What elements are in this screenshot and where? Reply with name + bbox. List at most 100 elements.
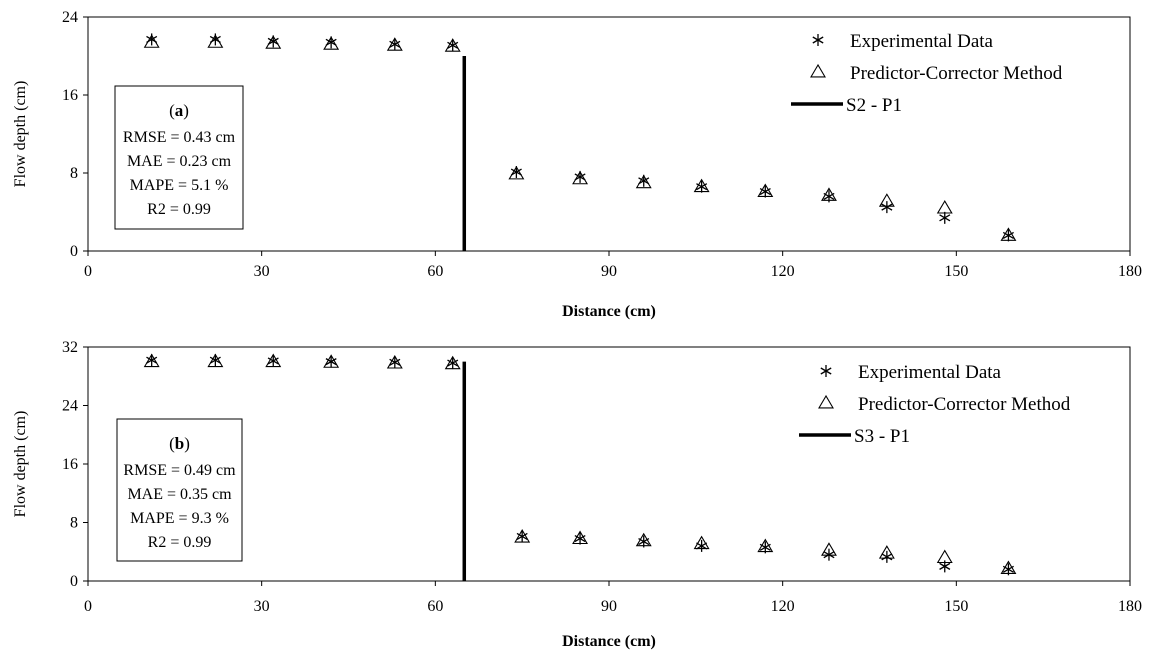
- chart-a-experimental-point: [447, 39, 459, 52]
- chart-b-stat-line: MAPE = 9.3 %: [130, 510, 229, 527]
- chart-a-y-tick-label: 8: [70, 165, 78, 182]
- chart-a-predicted-point: [386, 37, 403, 51]
- chart-a-x-tick-label: 90: [601, 263, 617, 280]
- chart-b-predicted-point: [386, 355, 403, 369]
- chart-b-predicted-point: [821, 542, 837, 556]
- chart-a-predicted-point: [444, 38, 461, 52]
- chart-b-y-tick-label: 8: [70, 515, 78, 532]
- chart-a-legend-experimental-marker: [812, 34, 824, 46]
- chart-a-stats-box: [114, 85, 244, 230]
- chart-a-predicted-point: [1000, 227, 1017, 241]
- chart-a-predicted-point: [207, 34, 224, 48]
- chart-b-experimental-point: [389, 356, 401, 369]
- chart-a-x-tick-label: 150: [944, 263, 968, 280]
- chart-b-y-tick-label: 0: [70, 573, 78, 590]
- chart-a-predicted-point: [265, 35, 282, 49]
- chart-a-predicted-point: [572, 170, 589, 185]
- chart-a-legend-predicted-marker: [810, 63, 826, 78]
- chart-b-x-tick-label: 0: [84, 598, 92, 615]
- chart-a-experimental-point: [881, 201, 893, 214]
- chart-a-x-axis-title: Distance (cm): [562, 303, 656, 320]
- chart-b-x-tick-label: 60: [427, 598, 443, 615]
- chart-panel-b: 0 30 60 90 120 150 180 0 8 16 24 32 Distance (cm) Flo…: [12, 339, 1142, 650]
- chart-a-x-tick-label: 60: [427, 263, 443, 280]
- chart-b-legend-label-predicted: Predictor-Corrector Method: [858, 394, 1071, 415]
- chart-a-stat-line: MAPE = 5.1 %: [130, 177, 229, 194]
- chart-b-experimental-point: [146, 354, 158, 367]
- chart-b-predicted-point: [444, 355, 461, 370]
- chart-a-experimental-point: [389, 38, 401, 51]
- chart-b-predicted-point: [878, 545, 895, 559]
- chart-a-plot-frame: [87, 16, 1131, 252]
- chart-b-x-tick-label: 90: [601, 598, 617, 615]
- chart-a-panel-label: (a): [169, 101, 189, 120]
- chart-a-predicted-point: [143, 34, 160, 48]
- chart-a-legend-label-predicted: Predictor-Corrector Method: [850, 63, 1063, 84]
- chart-b-stats-box: [116, 418, 243, 562]
- chart-b-predicted-point: [265, 353, 282, 368]
- chart-a-predicted-point: [508, 165, 525, 180]
- chart-a-predicted-point: [323, 36, 340, 50]
- chart-a-predicted-point: [635, 174, 652, 189]
- chart-b-y-axis-title: Flow depth (cm): [12, 411, 29, 518]
- chart-b-predicted-point: [635, 532, 652, 547]
- chart-b-y-tick-label: 24: [62, 398, 78, 415]
- chart-b-predicted-point: [936, 549, 953, 564]
- chart-b-y-tick-label: 16: [62, 456, 78, 473]
- chart-a-x-tick-label: 0: [84, 263, 92, 280]
- chart-b-predicted-point: [323, 354, 340, 368]
- chart-a-stat-line: MAE = 0.23 cm: [127, 153, 232, 170]
- chart-a-predicted-point: [936, 200, 953, 214]
- chart-b-predicted-point: [693, 535, 710, 550]
- chart-b-series-1: [146, 354, 1014, 576]
- chart-b-experimental-point: [209, 354, 221, 367]
- chart-b-stat-line: RMSE = 0.49 cm: [123, 462, 236, 479]
- chart-b-panel-label: (b): [169, 434, 190, 453]
- chart-a-legend-label-line: S2 - P1: [846, 95, 902, 116]
- chart-a-legend-label-experimental: Experimental Data: [850, 31, 994, 52]
- chart-b-predicted-point: [572, 530, 589, 545]
- chart-b-predicted-point: [1000, 560, 1017, 575]
- chart-b-x-axis-title: Distance (cm): [562, 633, 656, 650]
- chart-b-legend-label-experimental: Experimental Data: [858, 362, 1002, 383]
- chart-a-legend: Experimental Data Predictor-Corrector Met…: [791, 31, 1063, 116]
- chart-b-experimental-point: [447, 357, 459, 370]
- chart-b-legend-predicted-marker: [818, 394, 834, 409]
- chart-b-x-tick-label: 150: [944, 598, 968, 615]
- chart-a-y-axis-title: Flow depth (cm): [12, 81, 29, 188]
- chart-a-predicted-point: [757, 183, 774, 197]
- chart-b-legend-experimental-marker: [820, 365, 832, 377]
- chart-b-experimental-point: [325, 355, 337, 368]
- chart-a-x-tick-label: 30: [254, 263, 270, 280]
- chart-a-predicted-point: [878, 193, 895, 207]
- chart-a-y-tick-label: 24: [62, 9, 78, 26]
- chart-b-predicted-point: [143, 353, 160, 368]
- chart-b-predicted-point: [207, 353, 224, 368]
- chart-b-series-2: [143, 353, 1017, 575]
- chart-b-predicted-point: [757, 538, 774, 553]
- chart-a-experimental-point: [939, 211, 951, 224]
- chart-b-y-tick-label: 32: [62, 339, 78, 356]
- chart-a-predicted-point: [693, 178, 710, 193]
- chart-b-stat-line: MAE = 0.35 cm: [127, 486, 232, 503]
- chart-a-stat-line: R2 = 0.99: [147, 201, 211, 218]
- chart-b-stat-line: R2 = 0.99: [148, 534, 212, 551]
- chart-b-experimental-point: [516, 530, 528, 543]
- chart-a-stat-line: RMSE = 0.43 cm: [123, 129, 236, 146]
- chart-a-x-tick-label: 120: [771, 263, 795, 280]
- chart-a-x-tick-label: 180: [1118, 263, 1142, 280]
- chart-b-experimental-point: [696, 539, 708, 552]
- chart-b-experimental-point: [881, 550, 893, 563]
- chart-b-x-tick-label: 30: [254, 598, 270, 615]
- chart-a-y-tick-label: 16: [62, 87, 78, 104]
- chart-b-x-tick-label: 180: [1118, 598, 1142, 615]
- chart-b-legend-label-line: S3 - P1: [854, 426, 910, 447]
- chart-b-x-tick-label: 120: [771, 598, 795, 615]
- chart-a-series-2: [143, 34, 1017, 241]
- chart-b-legend: Experimental Data Predictor-Corrector Met…: [799, 362, 1071, 447]
- chart-a-predicted-point: [821, 187, 837, 201]
- chart-a-y-tick-label: 0: [70, 243, 78, 260]
- chart-b-experimental-point: [267, 354, 279, 367]
- chart-panel-a: 0 30 60 90 120 150 180 0 8 16 24 Distance (cm) Flow …: [12, 9, 1142, 320]
